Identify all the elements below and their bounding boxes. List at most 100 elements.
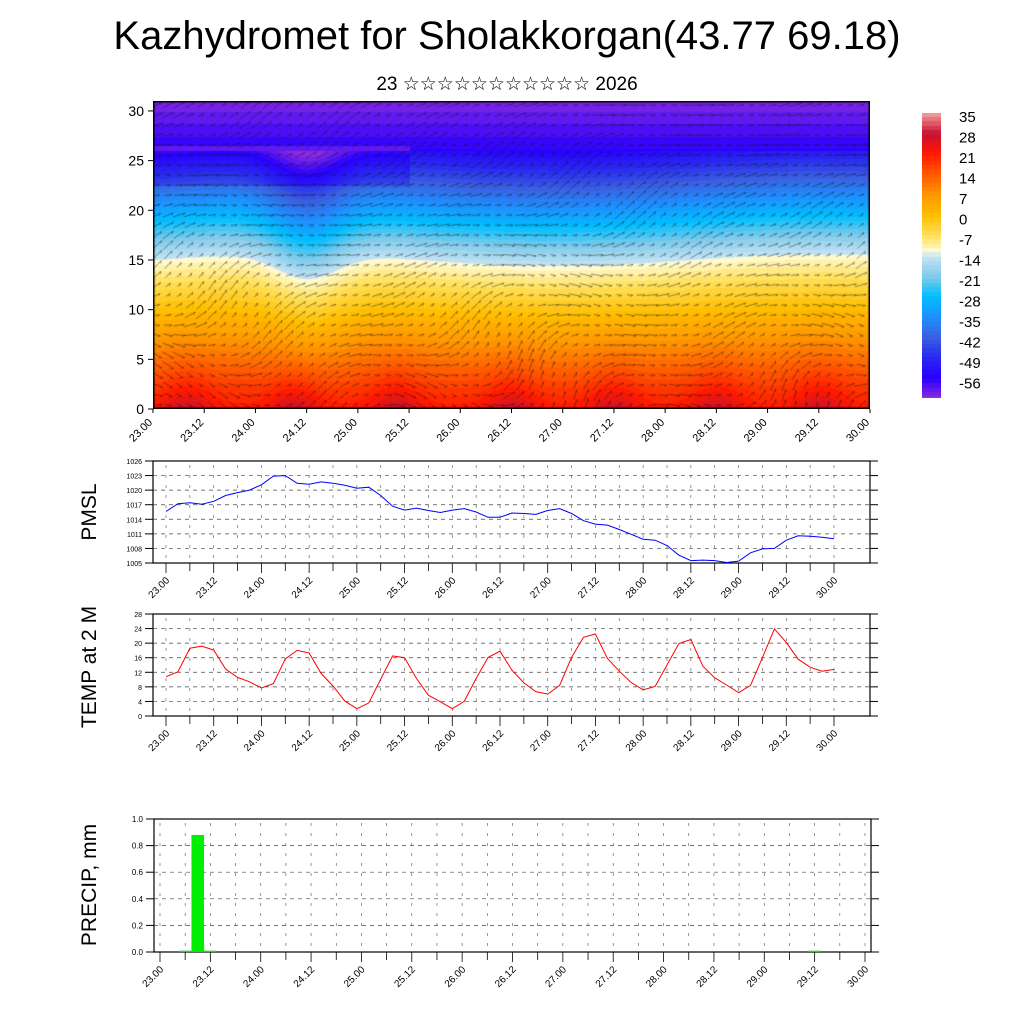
x-tick-label: 25.00 xyxy=(338,575,364,601)
y-tick-label: 0 xyxy=(136,401,144,417)
colorbar-label: 0 xyxy=(959,212,967,229)
precip-bar xyxy=(808,950,821,952)
x-tick-label: 25.12 xyxy=(385,575,411,601)
x-tick-label: 25.12 xyxy=(392,964,418,990)
y-tick-label: 8 xyxy=(138,685,142,692)
y-tick-label: 12 xyxy=(134,670,142,677)
y-tick-label: 20 xyxy=(128,202,144,218)
x-tick-label: 28.00 xyxy=(644,964,670,990)
y-tick-label: 1017 xyxy=(126,503,142,510)
x-tick-label: 27.12 xyxy=(588,417,616,445)
colorbar-label: -14 xyxy=(959,253,981,270)
colorbar-label: 21 xyxy=(959,150,976,167)
colorbar-label: 35 xyxy=(959,109,976,126)
x-tick-label: 27.00 xyxy=(528,575,554,601)
x-tick-label: 28.00 xyxy=(639,417,667,445)
y-tick-label: 30 xyxy=(128,103,144,119)
x-tick-label: 30.00 xyxy=(815,575,841,601)
temp-line xyxy=(165,627,835,710)
precip-bar xyxy=(204,950,217,952)
y-tick-label: 20 xyxy=(134,641,142,648)
y-tick-label: 28 xyxy=(134,612,142,619)
y-tick-label: 15 xyxy=(128,252,144,268)
x-tick-label: 26.12 xyxy=(481,575,507,601)
x-tick-label: 29.00 xyxy=(719,575,745,601)
x-tick-label: 29.00 xyxy=(745,964,771,990)
colorbar-label: -42 xyxy=(959,335,981,352)
x-tick-label: 24.00 xyxy=(241,964,267,990)
x-tick-label: 27.12 xyxy=(576,575,602,601)
x-tick-label: 28.00 xyxy=(624,575,650,601)
colorbar-label: -7 xyxy=(959,232,972,249)
colorbar-label: 14 xyxy=(959,171,976,188)
colorbar-label: -35 xyxy=(959,314,981,331)
x-tick-label: 29.12 xyxy=(767,728,793,754)
x-tick-label: 28.12 xyxy=(695,964,721,990)
vertical-section-heatmap xyxy=(153,101,870,409)
x-tick-label: 24.12 xyxy=(290,575,316,601)
temp-frame xyxy=(152,613,871,717)
chart-title: Kazhydromet for Sholakkorgan(43.77 69.18… xyxy=(113,14,901,58)
y-tick-label: 25 xyxy=(128,153,144,169)
y-tick-label: 1014 xyxy=(126,517,142,524)
y-tick-label: 4 xyxy=(138,699,142,706)
x-tick-label: 29.12 xyxy=(795,964,821,990)
chart-subtitle: 23 ☆☆☆☆☆☆☆☆☆☆☆ 2026 xyxy=(376,74,638,95)
x-tick-label: 26.12 xyxy=(493,964,519,990)
y-tick-label: 0.4 xyxy=(132,895,144,904)
x-tick-label: 23.00 xyxy=(147,575,173,601)
x-tick-label: 29.12 xyxy=(767,575,793,601)
y-tick-label: 0.0 xyxy=(132,948,144,957)
x-tick-label: 24.00 xyxy=(230,417,258,445)
x-tick-label: 25.00 xyxy=(338,728,364,754)
colorbar-label: -21 xyxy=(959,273,981,290)
y-tick-label: 0 xyxy=(138,714,142,721)
x-tick-label: 30.00 xyxy=(846,964,872,990)
colorbar-label: 7 xyxy=(959,191,967,208)
x-tick-label: 25.00 xyxy=(342,964,368,990)
colorbar-label: -56 xyxy=(959,376,981,393)
x-tick-label: 23.12 xyxy=(178,417,206,445)
y-tick-label: 24 xyxy=(134,627,142,634)
pmsl-frame xyxy=(152,460,871,564)
x-tick-label: 28.12 xyxy=(691,417,719,445)
x-tick-label: 25.12 xyxy=(385,728,411,754)
colorbar-label: -28 xyxy=(959,294,981,311)
x-tick-label: 27.12 xyxy=(576,728,602,754)
y-tick-label: 0.6 xyxy=(132,868,144,877)
x-tick-label: 25.00 xyxy=(332,417,360,445)
x-tick-label: 28.00 xyxy=(624,728,650,754)
colorbar-label: -49 xyxy=(959,355,981,372)
y-tick-label: 1020 xyxy=(126,488,142,495)
y-tick-label: 1008 xyxy=(126,546,142,553)
x-tick-label: 26.00 xyxy=(443,964,469,990)
x-tick-label: 26.12 xyxy=(481,728,507,754)
y-tick-label: 1011 xyxy=(127,532,142,539)
x-tick-label: 23.00 xyxy=(127,417,155,445)
x-tick-label: 24.12 xyxy=(281,417,309,445)
colorbar-label: 28 xyxy=(959,130,976,147)
x-tick-label: 23.12 xyxy=(194,728,220,754)
pmsl-line xyxy=(165,475,835,564)
y-tick-label: 1005 xyxy=(126,561,142,568)
x-tick-label: 23.00 xyxy=(147,728,173,754)
y-tick-label: 1.0 xyxy=(132,815,144,824)
colorbar xyxy=(922,113,941,398)
x-tick-label: 26.00 xyxy=(433,728,459,754)
y-tick-label: 16 xyxy=(134,656,142,663)
x-tick-label: 24.00 xyxy=(242,575,268,601)
x-tick-label: 30.00 xyxy=(815,728,841,754)
y-tick-label: 1023 xyxy=(126,474,142,481)
x-tick-label: 29.00 xyxy=(719,728,745,754)
y-tick-label: 5 xyxy=(136,351,144,367)
x-tick-label: 28.12 xyxy=(672,575,698,601)
y-tick-label: 10 xyxy=(128,302,144,318)
x-tick-label: 25.12 xyxy=(383,417,411,445)
x-tick-label: 24.00 xyxy=(242,728,268,754)
x-tick-label: 27.00 xyxy=(528,728,554,754)
x-tick-label: 26.00 xyxy=(433,575,459,601)
precip-bar xyxy=(178,950,192,952)
x-tick-label: 23.12 xyxy=(191,964,217,990)
x-tick-label: 29.12 xyxy=(793,417,821,445)
